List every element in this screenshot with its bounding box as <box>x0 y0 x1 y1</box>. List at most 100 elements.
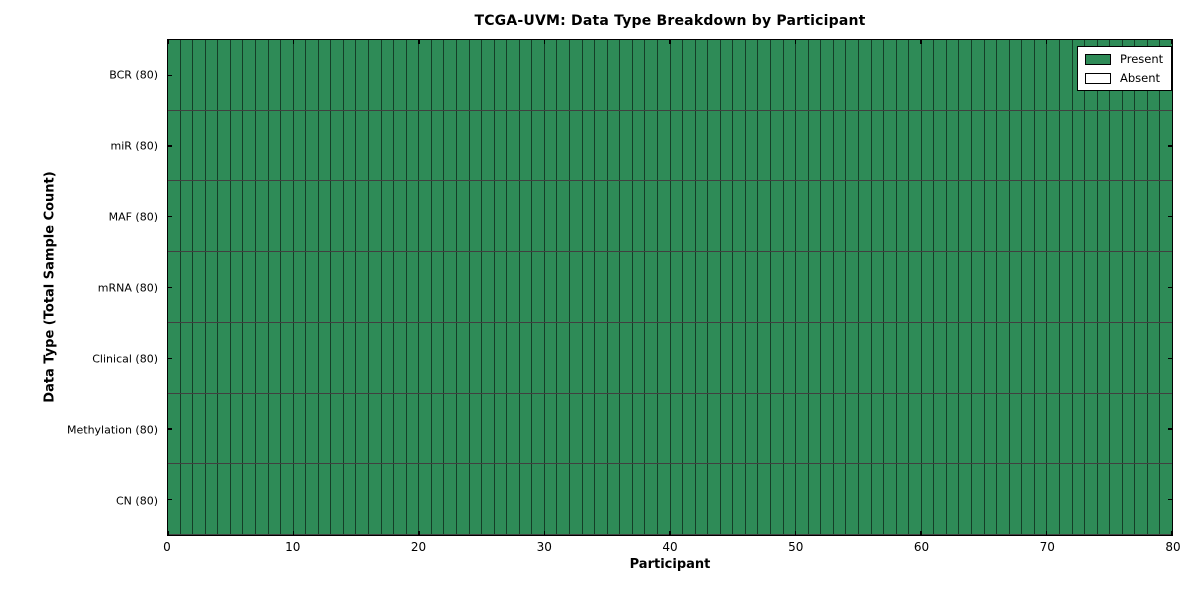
heatmap-cell <box>934 181 947 252</box>
legend-label: Absent <box>1120 71 1161 85</box>
heatmap-cell <box>871 40 885 110</box>
heatmap-cell <box>959 322 972 393</box>
x-tick-mark <box>418 40 420 44</box>
heatmap-cell <box>268 322 282 393</box>
heatmap-cell <box>570 40 583 110</box>
heatmap-cell <box>293 252 307 322</box>
heatmap-cell <box>205 40 219 110</box>
heatmap-cell <box>720 40 734 110</box>
heatmap-cell <box>695 252 709 322</box>
heatmap-cell <box>796 393 809 464</box>
x-tick-mark <box>292 531 295 535</box>
heatmap-cell <box>494 40 508 110</box>
heatmap-cell <box>1009 322 1023 393</box>
heatmap-cell <box>1135 181 1148 252</box>
heatmap-cell <box>494 181 508 252</box>
heatmap-cell <box>833 40 847 110</box>
heatmap-cell <box>381 110 395 181</box>
heatmap-cell <box>934 393 947 464</box>
heatmap-cell <box>318 252 332 322</box>
heatmap-cell <box>406 110 420 181</box>
heatmap-cell <box>394 393 407 464</box>
heatmap-cell <box>331 40 344 110</box>
y-tick-mark <box>168 145 172 147</box>
heatmap-cell <box>1009 110 1023 181</box>
heatmap-cell <box>858 393 872 464</box>
heatmap-cell <box>306 393 319 464</box>
heatmap-cell <box>670 322 684 393</box>
heatmap-cell <box>884 322 897 393</box>
heatmap-cell <box>1147 110 1161 181</box>
heatmap-cell <box>1009 393 1023 464</box>
heatmap-cell <box>871 322 885 393</box>
heatmap-cell <box>771 393 784 464</box>
heatmap-cell <box>1059 464 1073 535</box>
heatmap-cell <box>230 181 244 252</box>
heatmap-cell <box>218 252 231 322</box>
heatmap-cell <box>381 252 395 322</box>
heatmap-cell <box>444 322 457 393</box>
heatmap-cell <box>896 393 910 464</box>
heatmap-cell <box>808 252 822 322</box>
heatmap-cell <box>595 181 608 252</box>
heatmap-cell <box>306 181 319 252</box>
heatmap-cell <box>657 181 671 252</box>
heatmap-cell <box>431 181 445 252</box>
x-tick-mark <box>418 531 420 535</box>
heatmap-cell <box>456 393 470 464</box>
heatmap-cell <box>444 181 457 252</box>
heatmap-cell <box>733 252 746 322</box>
heatmap-cell <box>620 110 633 181</box>
heatmap-cell <box>570 464 583 535</box>
y-tick-label: mRNA (80) <box>97 281 158 294</box>
heatmap-cell <box>482 110 495 181</box>
heatmap-cell <box>771 40 784 110</box>
heatmap-cell <box>821 393 834 464</box>
heatmap-row-0 <box>168 40 1172 111</box>
heatmap-cell <box>1047 322 1060 393</box>
heatmap-cell <box>1009 464 1023 535</box>
heatmap-cell <box>858 40 872 110</box>
heatmap-cell <box>582 252 596 322</box>
heatmap-cell <box>456 252 470 322</box>
heatmap-cell <box>557 322 570 393</box>
heatmap-cell <box>268 181 282 252</box>
x-tick-mark <box>1171 40 1173 44</box>
heatmap-cell <box>921 40 935 110</box>
heatmap-cell <box>1122 181 1136 252</box>
heatmap-cell <box>582 393 596 464</box>
heatmap-cell <box>519 464 533 535</box>
heatmap-cell <box>720 322 734 393</box>
heatmap-cell <box>959 252 972 322</box>
heatmap-cell <box>670 40 684 110</box>
heatmap-cell <box>1022 181 1035 252</box>
heatmap-cell <box>657 464 671 535</box>
heatmap-cell <box>846 181 859 252</box>
heatmap-cell <box>1110 181 1123 252</box>
heatmap-cell <box>1085 181 1098 252</box>
heatmap-cell <box>419 40 432 110</box>
heatmap-cell <box>858 110 872 181</box>
heatmap-cell <box>1059 40 1073 110</box>
heatmap-cell <box>934 322 947 393</box>
heatmap-cell <box>394 464 407 535</box>
heatmap-cell <box>507 252 520 322</box>
heatmap-cell <box>921 393 935 464</box>
heatmap-cell <box>1059 110 1073 181</box>
heatmap-cell <box>683 393 696 464</box>
heatmap-cell <box>972 464 985 535</box>
heatmap-cell <box>1072 464 1086 535</box>
heatmap-cell <box>544 464 558 535</box>
heatmap-cell <box>230 322 244 393</box>
heatmap-cell <box>343 393 357 464</box>
heatmap-cell <box>168 110 181 181</box>
heatmap-cell <box>444 464 457 535</box>
heatmap-cell <box>1135 393 1148 464</box>
heatmap-cell <box>1072 181 1086 252</box>
heatmap-cell <box>733 464 746 535</box>
heatmap-cell <box>1147 181 1161 252</box>
heatmap-cell <box>494 252 508 322</box>
y-tick-mark <box>1168 357 1172 359</box>
heatmap-cell <box>620 322 633 393</box>
heatmap-cell <box>343 181 357 252</box>
